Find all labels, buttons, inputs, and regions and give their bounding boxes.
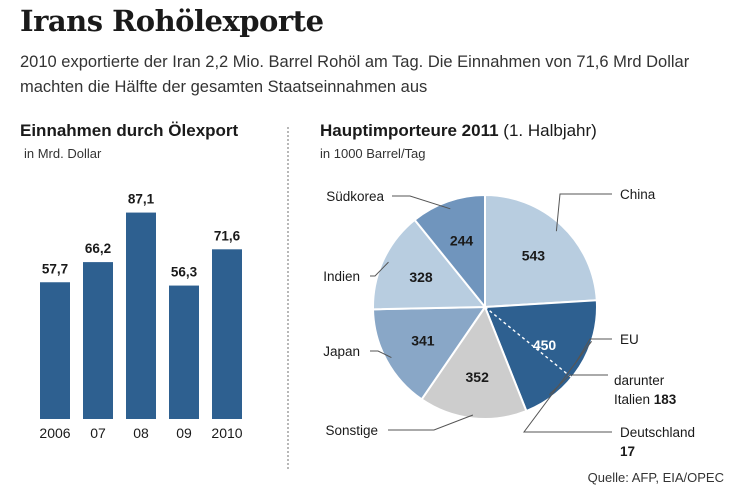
pie-value-label: 450 <box>533 337 557 353</box>
pie-value-label: 341 <box>411 333 435 349</box>
pie-slice-japan <box>371 305 487 401</box>
pie-chart-unit: in 1000 Barrel/Tag <box>320 146 426 161</box>
pie-value-label: 352 <box>466 369 490 385</box>
bar-chart-unit: in Mrd. Dollar <box>24 146 102 161</box>
pie-category-label: Sonstige <box>325 423 378 438</box>
leader-line <box>392 195 451 210</box>
pie-category-label: China <box>620 187 656 202</box>
pie-chart-title-suffix: (1. Halbjahr) <box>503 121 597 140</box>
pie-slice-eu <box>483 299 598 413</box>
pie-value-label: 543 <box>522 248 546 264</box>
pie-slice-sonstige <box>420 304 528 421</box>
chart-title: Irans Rohölexporte <box>20 4 324 38</box>
italy-subslice-boundary <box>484 306 573 379</box>
x-tick-label: 09 <box>176 425 192 441</box>
subslice-prefix-label: darunter <box>614 373 665 388</box>
x-tick-label: 08 <box>133 425 149 441</box>
leader-line <box>555 193 612 232</box>
bar-value-label: 56,3 <box>171 265 198 280</box>
bar-value-label: 57,7 <box>42 261 68 276</box>
subslice-name: Italien <box>614 392 654 407</box>
bar-value-label: 66,2 <box>85 241 111 256</box>
pie-category-label: Indien <box>323 269 360 284</box>
pie-value-label: 244 <box>450 233 474 249</box>
leader-line <box>370 350 392 359</box>
pie-category-label: Südkorea <box>326 189 384 204</box>
pie-value-label: 328 <box>409 269 433 285</box>
leader-line <box>574 338 612 365</box>
leader-line <box>370 261 389 277</box>
pie-category-label: EU <box>620 332 639 347</box>
subslice-label-deutschland: Deutschland <box>620 425 695 440</box>
pie-slice-china <box>484 193 598 309</box>
subslice-value: 183 <box>654 392 677 407</box>
bar-08 <box>126 212 156 419</box>
x-tick-label: 2010 <box>211 425 242 441</box>
x-tick-label: 07 <box>90 425 106 441</box>
subslice-value: 17 <box>620 444 635 459</box>
pie-chart-title-main: Hauptimporteure 2011 <box>320 121 499 140</box>
pie-slice-südkorea <box>413 193 486 310</box>
chart-subtitle: 2010 exportierte der Iran 2,2 Mio. Barre… <box>20 53 690 96</box>
bar-09 <box>169 285 199 419</box>
bar-chart: 57,7 2006 66,2 07 87,1 08 56,3 09 71,6 2010 <box>39 192 242 441</box>
panel-divider <box>287 127 289 469</box>
bar-chart-title: Einnahmen durch Ölexport <box>20 121 239 140</box>
pie-slice-indien <box>372 218 488 311</box>
pie-chart-title: Hauptimporteure 2011 (1. Halbjahr) <box>320 121 597 141</box>
bar-value-label: 87,1 <box>128 192 155 207</box>
bar-value-label: 71,6 <box>214 228 241 243</box>
x-tick-label: 2006 <box>39 425 70 441</box>
bar-07 <box>83 262 113 419</box>
bar-2010 <box>212 249 242 419</box>
subslice-label-italien: Italien 183 <box>614 392 677 407</box>
leader-line <box>523 341 612 433</box>
pie-category-label: Japan <box>323 344 360 359</box>
leader-line <box>388 414 474 431</box>
bar-2006 <box>40 282 70 419</box>
source-note: Quelle: AFP, EIA/OPEC <box>587 470 724 485</box>
